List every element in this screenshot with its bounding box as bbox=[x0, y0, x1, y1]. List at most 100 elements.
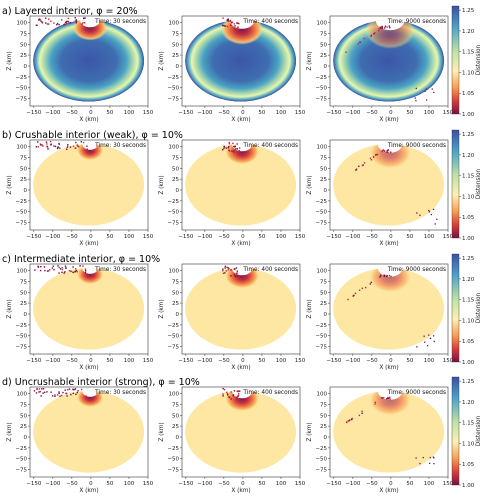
ejecta-particle bbox=[238, 399, 240, 401]
ejecta-particle bbox=[222, 269, 224, 272]
ejecta-particle bbox=[77, 390, 79, 392]
ejecta-particle bbox=[237, 390, 239, 392]
asteroid-body-group bbox=[33, 267, 145, 350]
x-tick-label: −150 bbox=[178, 234, 194, 240]
x-tick-label: 0 bbox=[89, 234, 93, 240]
x-tick-label: −150 bbox=[326, 358, 342, 364]
ejecta-particle bbox=[74, 268, 77, 270]
ejecta-particle bbox=[54, 394, 56, 396]
x-axis-label: X (km) bbox=[79, 365, 98, 371]
ejecta-particle bbox=[374, 401, 377, 404]
ejecta-particle bbox=[57, 147, 59, 149]
x-tick-label: −100 bbox=[345, 358, 361, 364]
ejecta-particle bbox=[386, 398, 388, 400]
ejecta-particle bbox=[370, 35, 372, 37]
ejecta-particle bbox=[58, 266, 60, 269]
x-tick-label: −50 bbox=[66, 234, 78, 240]
x-tick-label: 150 bbox=[143, 234, 154, 240]
ejecta-particle bbox=[58, 392, 60, 395]
ejecta-particle bbox=[415, 87, 417, 90]
colorbar-tick-label: 1.15 bbox=[462, 50, 475, 56]
ejecta-particle bbox=[51, 395, 54, 397]
y-tick-label: −50 bbox=[315, 210, 327, 216]
colorbar-tick-label: 1.20 bbox=[462, 400, 475, 406]
x-tick-label: 100 bbox=[276, 481, 287, 487]
ejecta-particle bbox=[414, 97, 416, 99]
ejecta-particle bbox=[86, 148, 89, 150]
ejecta-particle bbox=[424, 90, 426, 92]
y-tick-label: −25 bbox=[167, 75, 179, 81]
x-tick-label: −150 bbox=[178, 110, 194, 116]
y-axis-label: Z (km) bbox=[307, 51, 313, 70]
ejecta-particle bbox=[227, 19, 229, 22]
ejecta-particle bbox=[56, 394, 59, 396]
axes-frame bbox=[29, 386, 149, 478]
ejecta-particle bbox=[76, 391, 78, 394]
ejecta-particle bbox=[57, 146, 59, 148]
ejecta-particle bbox=[54, 145, 57, 148]
ejecta-particle bbox=[231, 150, 233, 152]
y-tick-label: 50 bbox=[20, 42, 27, 48]
ejecta-particle bbox=[46, 145, 49, 148]
ejecta-particle bbox=[236, 143, 238, 145]
ejecta-particle bbox=[361, 412, 363, 414]
ejecta-particle bbox=[226, 19, 228, 22]
y-tick-label: 25 bbox=[320, 177, 327, 183]
x-tick-label: 50 bbox=[106, 358, 113, 364]
simulation-panel: −150 −100 −50 0 50 100 150 100 75 50 25 0 −25 −50 −75 X… bbox=[7, 386, 154, 494]
ejecta-particle bbox=[65, 148, 68, 150]
asteroid-body bbox=[333, 267, 445, 350]
x-tick-label: −100 bbox=[197, 481, 213, 487]
y-tick-label: 75 bbox=[320, 279, 327, 285]
row-title: a) Layered interior, φ = 20% bbox=[2, 6, 138, 17]
ejecta-particle bbox=[59, 395, 61, 397]
y-tick-label: −50 bbox=[15, 457, 27, 463]
impact-crater bbox=[82, 390, 98, 397]
ejecta-particle bbox=[361, 164, 364, 167]
ejecta-particle bbox=[434, 223, 436, 225]
y-axis-label: Z (km) bbox=[7, 422, 13, 441]
x-tick-label: 150 bbox=[443, 234, 454, 240]
ejecta-particle bbox=[229, 20, 232, 22]
ejecta-particle bbox=[37, 146, 40, 148]
ejecta-particle bbox=[374, 154, 377, 156]
ejecta-particle bbox=[227, 18, 230, 20]
ejecta-particle bbox=[354, 292, 357, 295]
y-tick-label: −25 bbox=[315, 75, 327, 81]
ejecta-particle bbox=[46, 23, 49, 25]
ejecta-particle bbox=[226, 266, 228, 269]
asteroid-body bbox=[333, 143, 445, 226]
ejecta-particle bbox=[64, 24, 66, 26]
y-tick-label: −75 bbox=[15, 97, 27, 103]
ejecta-particle bbox=[384, 25, 387, 27]
x-tick-label: 0 bbox=[89, 110, 93, 116]
y-tick-label: 25 bbox=[172, 301, 179, 307]
colorbar-tick-label: 1.10 bbox=[462, 441, 475, 447]
ejecta-particle bbox=[42, 145, 44, 147]
ejecta-particle bbox=[39, 19, 41, 21]
ejecta-particle bbox=[59, 268, 62, 270]
ejecta-particle bbox=[233, 268, 236, 270]
y-tick-label: −25 bbox=[15, 199, 27, 205]
ejecta-particle bbox=[80, 388, 83, 391]
y-tick-label: 50 bbox=[172, 290, 179, 296]
ejecta-particle bbox=[389, 26, 391, 29]
ejecta-particle bbox=[387, 396, 389, 399]
simulation-panel: −150 −100 −50 0 50 100 150 100 75 50 25 0 −25 −50 −75 X… bbox=[307, 386, 454, 494]
time-label: Time: 400 seconds bbox=[242, 143, 298, 149]
ejecta-particle bbox=[423, 335, 425, 337]
ejecta-particle bbox=[52, 265, 55, 267]
x-tick-label: −100 bbox=[45, 234, 61, 240]
y-tick-label: −75 bbox=[15, 221, 27, 227]
colorbar-tick-label: 1.10 bbox=[462, 318, 475, 324]
colorbar-label: Distension bbox=[476, 168, 482, 199]
figure-row: d) Uncrushable interior (strong), φ = 10… bbox=[2, 376, 482, 494]
x-tick-label: 100 bbox=[124, 481, 135, 487]
y-tick-label: 25 bbox=[20, 53, 27, 59]
asteroid-body-group bbox=[185, 143, 297, 226]
ejecta-particle bbox=[222, 393, 224, 395]
ejecta-particle bbox=[58, 272, 60, 274]
ejecta-particle bbox=[237, 26, 239, 28]
y-tick-label: 100 bbox=[317, 21, 328, 27]
x-tick-label: 50 bbox=[106, 110, 113, 116]
